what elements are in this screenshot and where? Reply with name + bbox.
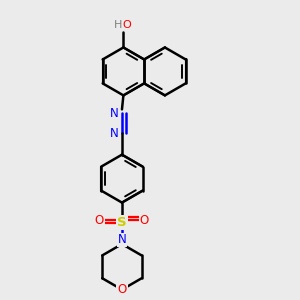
Text: H: H (114, 20, 122, 30)
Text: N: N (118, 233, 126, 247)
Text: O: O (140, 214, 149, 227)
Text: S: S (117, 216, 127, 229)
Text: N: N (110, 127, 119, 140)
Text: N: N (110, 107, 119, 120)
Text: O: O (117, 283, 127, 296)
Text: O: O (95, 214, 104, 227)
Text: O: O (122, 20, 131, 30)
